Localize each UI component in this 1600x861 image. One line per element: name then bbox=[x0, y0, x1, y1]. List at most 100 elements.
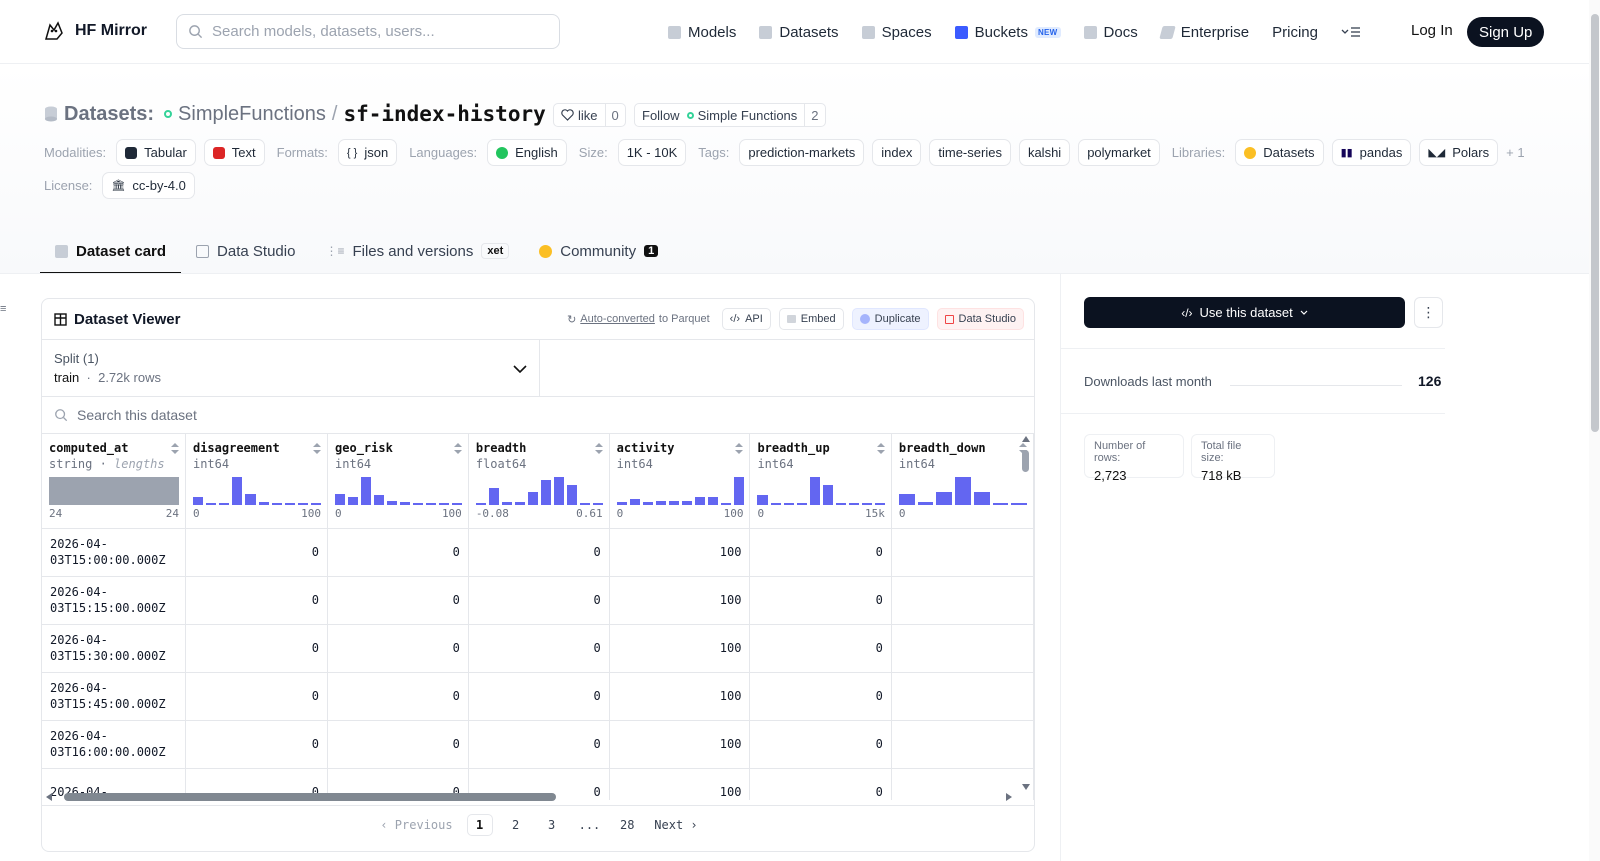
page-button[interactable]: 28 bbox=[620, 817, 635, 832]
nav-docs[interactable]: Docs bbox=[1083, 18, 1138, 46]
histogram-bar[interactable] bbox=[49, 477, 179, 505]
column-header[interactable]: geo_risk int64 0 100 bbox=[327, 434, 469, 529]
histogram-bar[interactable] bbox=[668, 501, 679, 505]
histogram-bar[interactable] bbox=[992, 503, 1009, 505]
horizontal-scroll-thumb[interactable] bbox=[64, 793, 556, 801]
sort-icon[interactable] bbox=[876, 443, 885, 454]
next-page-button[interactable]: Next › bbox=[650, 814, 701, 836]
histogram-bar[interactable] bbox=[757, 495, 768, 505]
table-cell[interactable]: 2026-04- 03T15:30:00.000Z bbox=[42, 624, 186, 673]
sort-icon[interactable] bbox=[594, 443, 603, 454]
libraries-more[interactable]: + 1 bbox=[1506, 145, 1525, 160]
table-cell[interactable]: 0 bbox=[327, 672, 469, 721]
split-selector[interactable]: Split (1) train · 2.72k rows bbox=[42, 340, 540, 396]
chip-lib-datasets[interactable]: Datasets bbox=[1235, 139, 1324, 166]
histogram-bar[interactable] bbox=[566, 485, 577, 505]
table-cell[interactable] bbox=[891, 672, 1034, 721]
tab-dataset-card[interactable]: Dataset card bbox=[40, 230, 182, 274]
histogram-bar[interactable] bbox=[219, 503, 230, 505]
tab-community[interactable]: Community 1 bbox=[524, 230, 673, 272]
table-row[interactable]: 2026-04- 03T16:00:00.000Z 0 0 0 100 0 bbox=[42, 720, 1034, 769]
histogram-bar[interactable] bbox=[783, 503, 794, 505]
table-row[interactable]: 2026-04- 03T15:30:00.000Z 0 0 0 100 0 bbox=[42, 624, 1034, 673]
chip-tag[interactable]: prediction-markets bbox=[739, 139, 865, 166]
table-cell[interactable]: 0 bbox=[185, 576, 329, 625]
column-histogram[interactable] bbox=[49, 477, 179, 505]
repo-name[interactable]: sf-index-history bbox=[343, 102, 546, 126]
table-cell[interactable]: 0 bbox=[327, 624, 469, 673]
table-cell[interactable] bbox=[891, 576, 1034, 625]
table-cell[interactable]: 0 bbox=[468, 528, 610, 577]
histogram-bar[interactable] bbox=[271, 503, 282, 505]
table-cell[interactable]: 100 bbox=[609, 624, 751, 673]
tab-data-studio[interactable]: Data Studio bbox=[181, 230, 310, 272]
table-cell[interactable]: 0 bbox=[185, 720, 329, 769]
histogram-bar[interactable] bbox=[707, 497, 718, 505]
page-button[interactable]: 1 bbox=[466, 813, 493, 836]
horizontal-scrollbar[interactable] bbox=[46, 789, 1032, 803]
histogram-bar[interactable] bbox=[955, 477, 971, 505]
table-cell[interactable]: 0 bbox=[749, 768, 892, 800]
histogram-bar[interactable] bbox=[733, 477, 744, 505]
vertical-scrollbar[interactable] bbox=[1022, 436, 1030, 790]
sort-icon[interactable] bbox=[453, 443, 462, 454]
table-cell[interactable]: 0 bbox=[468, 624, 610, 673]
table-cell[interactable] bbox=[891, 720, 1034, 769]
column-histogram[interactable] bbox=[757, 477, 885, 505]
histogram-bar[interactable] bbox=[451, 503, 462, 505]
like-button[interactable]: like 0 bbox=[553, 103, 626, 127]
sort-icon[interactable] bbox=[170, 443, 179, 454]
table-cell[interactable]: 100 bbox=[609, 528, 751, 577]
column-histogram[interactable] bbox=[898, 477, 1028, 505]
table-cell[interactable]: 0 bbox=[185, 624, 329, 673]
histogram-bar[interactable] bbox=[501, 502, 512, 505]
prev-page-button[interactable]: ‹ Previous bbox=[376, 814, 456, 836]
chip-tag[interactable]: time-series bbox=[929, 139, 1011, 166]
histogram-bar[interactable] bbox=[527, 492, 538, 505]
histogram-bar[interactable] bbox=[206, 503, 217, 505]
column-histogram[interactable] bbox=[475, 477, 603, 505]
histogram-bar[interactable] bbox=[770, 503, 781, 505]
table-cell[interactable]: 0 bbox=[749, 720, 892, 769]
page-button[interactable]: 3 bbox=[547, 817, 556, 832]
chip-tag[interactable]: kalshi bbox=[1018, 139, 1071, 166]
column-header[interactable]: disagreement int64 0 100 bbox=[185, 434, 329, 529]
chip-license[interactable]: 🏛 cc-by-4.0 bbox=[102, 172, 195, 199]
table-cell[interactable]: 2026-04- 03T16:00:00.000Z bbox=[42, 720, 186, 769]
table-cell[interactable]: 0 bbox=[749, 528, 892, 577]
histogram-bar[interactable] bbox=[192, 497, 204, 505]
table-cell[interactable]: 0 bbox=[327, 528, 469, 577]
column-header[interactable]: breadth float64 -0.08 0.61 bbox=[468, 434, 610, 529]
histogram-bar[interactable] bbox=[553, 477, 564, 505]
chip-text[interactable]: Text bbox=[203, 139, 265, 166]
histogram-bar[interactable] bbox=[973, 492, 990, 505]
api-button[interactable]: ‹/› API bbox=[721, 308, 771, 330]
signup-button[interactable]: Sign Up bbox=[1467, 17, 1545, 47]
table-cell[interactable] bbox=[891, 528, 1034, 577]
table-row[interactable]: 2026-04- 03T15:15:00.000Z 0 0 0 100 0 bbox=[42, 576, 1034, 625]
chip-english[interactable]: English bbox=[487, 139, 567, 166]
column-histogram[interactable] bbox=[616, 477, 744, 505]
histogram-bar[interactable] bbox=[373, 495, 384, 505]
histogram-bar[interactable] bbox=[655, 501, 666, 505]
table-cell[interactable]: 0 bbox=[468, 672, 610, 721]
histogram-bar[interactable] bbox=[898, 494, 915, 505]
data-studio-button[interactable]: Data Studio bbox=[936, 308, 1024, 330]
column-header[interactable]: computed_at string · lengths 24 24 bbox=[42, 434, 186, 529]
more-menu[interactable] bbox=[1341, 18, 1361, 46]
table-cell[interactable] bbox=[891, 624, 1034, 673]
histogram-bar[interactable] bbox=[861, 503, 872, 505]
global-search-input[interactable] bbox=[212, 23, 542, 40]
table-cell[interactable]: 0 bbox=[468, 576, 610, 625]
chip-lib-polars[interactable]: ◣◢ Polars bbox=[1419, 139, 1499, 166]
nav-models[interactable]: Models bbox=[668, 18, 736, 46]
table-cell[interactable]: 0 bbox=[327, 720, 469, 769]
page-scroll-thumb[interactable] bbox=[1591, 14, 1599, 432]
histogram-bar[interactable] bbox=[348, 497, 358, 505]
table-cell[interactable]: 100 bbox=[609, 576, 751, 625]
table-cell[interactable]: 100 bbox=[609, 672, 751, 721]
more-options-button[interactable]: ⋮ bbox=[1414, 297, 1443, 328]
histogram-bar[interactable] bbox=[616, 502, 627, 505]
embed-button[interactable]: Embed bbox=[778, 308, 844, 330]
histogram-bar[interactable] bbox=[642, 502, 653, 505]
